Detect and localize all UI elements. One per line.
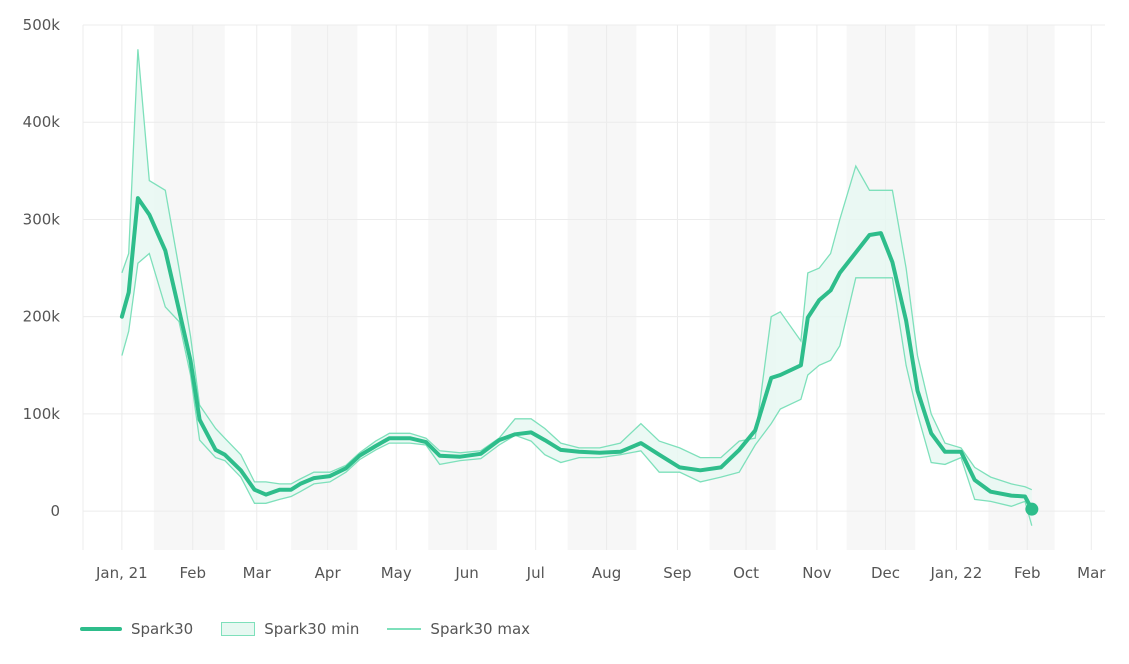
chart: 0 100k 200k 300k 400k 500k Jan, 21 Feb Mar Apr Ma… xyxy=(23,16,1107,582)
last-point-marker xyxy=(1025,502,1039,516)
y-tick-label: 300k xyxy=(23,210,61,228)
x-tick-label: Feb xyxy=(179,564,206,582)
shaded-ranges xyxy=(153,25,1055,550)
min-max-band xyxy=(121,49,1032,526)
x-tick-label: Jun xyxy=(454,564,478,582)
x-tick-label: Sep xyxy=(663,564,691,582)
x-tick-label: Aug xyxy=(592,564,621,582)
legend: Spark30 Spark30 min Spark30 max xyxy=(80,620,558,638)
legend-item-spark30-max[interactable]: Spark30 max xyxy=(387,620,530,638)
series-line-spark30-max xyxy=(121,49,1033,491)
x-tick-label: Jan, 21 xyxy=(95,564,148,582)
legend-item-spark30-min[interactable]: Spark30 min xyxy=(221,620,359,638)
legend-label: Spark30 min xyxy=(264,620,360,638)
y-tick-label: 400k xyxy=(23,113,61,131)
shaded-range xyxy=(988,25,1055,550)
shaded-range xyxy=(291,25,358,550)
y-axis: 0 100k 200k 300k 400k 500k xyxy=(23,16,61,520)
x-tick-label: Apr xyxy=(315,564,342,582)
x-tick-label: Mar xyxy=(243,564,272,582)
legend-label: Spark30 max xyxy=(430,620,531,638)
x-tick-label: May xyxy=(381,564,412,582)
shaded-range xyxy=(567,25,637,550)
y-tick-label: 200k xyxy=(23,308,61,326)
legend-swatch-line xyxy=(80,627,122,631)
shaded-range xyxy=(428,25,497,550)
series-lines xyxy=(119,49,1039,526)
x-tick-label: Dec xyxy=(871,564,900,582)
band-fill xyxy=(121,49,1032,526)
x-axis: Jan, 21 Feb Mar Apr May Jun Jul Aug Sep Oct Nov Dec… xyxy=(95,564,1106,582)
x-tick-label: Mar xyxy=(1077,564,1106,582)
y-tick-label: 0 xyxy=(50,502,60,520)
x-tick-label: Jan, 22 xyxy=(930,564,983,582)
legend-swatch-thin-line xyxy=(387,628,422,630)
x-tick-label: Nov xyxy=(802,564,831,582)
legend-label: Spark30 xyxy=(131,620,194,638)
x-tick-label: Oct xyxy=(733,564,759,582)
series-line-spark30-min xyxy=(121,252,1033,526)
y-tick-label: 500k xyxy=(23,16,61,34)
gridlines xyxy=(82,24,1105,550)
series-line-spark30 xyxy=(119,196,1034,512)
y-tick-label: 100k xyxy=(23,405,61,423)
x-tick-label: Feb xyxy=(1014,564,1041,582)
x-tick-label: Jul xyxy=(526,564,545,582)
legend-item-spark30[interactable]: Spark30 xyxy=(80,620,193,638)
legend-swatch-fill xyxy=(221,622,256,636)
